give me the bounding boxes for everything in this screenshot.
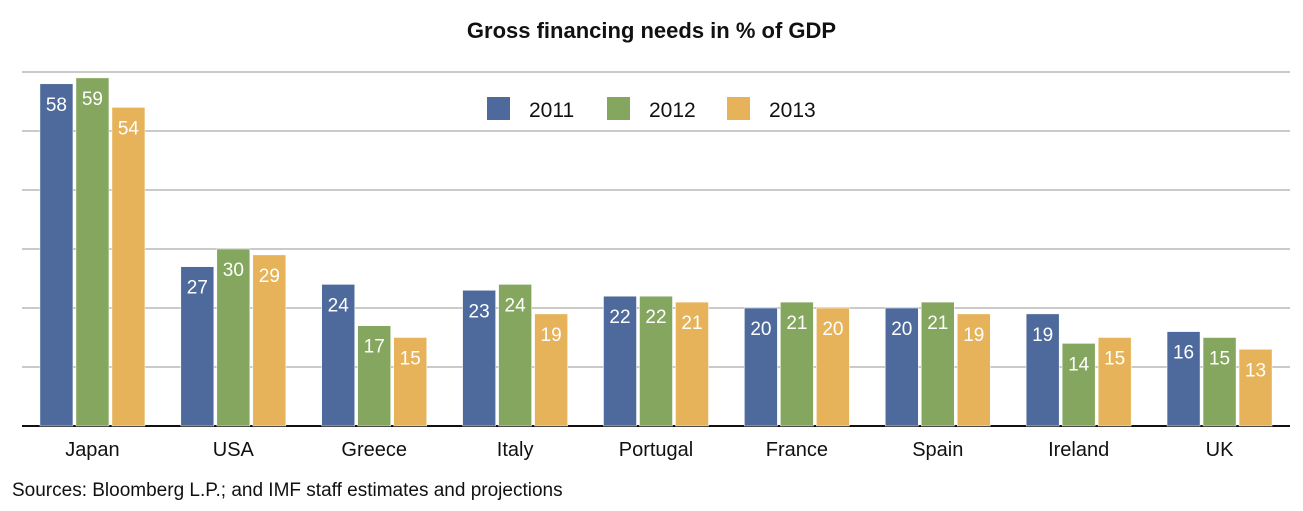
bar — [39, 83, 74, 427]
legend-label: 2013 — [769, 99, 816, 122]
bar-value-label: 19 — [963, 325, 984, 346]
category-label: Portugal — [619, 439, 694, 461]
bar — [1202, 337, 1237, 427]
category-label: Italy — [497, 439, 534, 461]
bar-value-label: 24 — [505, 295, 527, 316]
bar — [1061, 343, 1096, 427]
bar-value-label: 20 — [891, 319, 912, 340]
bar-value-label: 27 — [187, 278, 208, 299]
category-label: Greece — [341, 439, 407, 461]
bar — [639, 295, 673, 427]
legend-label: 2011 — [529, 99, 574, 122]
bar — [603, 295, 637, 427]
bar-value-label: 19 — [541, 325, 562, 346]
bars: 58 59 54 27 30 29 24 17 15 23 24 19 22 22 21 20 21 20 20 21… — [39, 77, 1273, 427]
bar — [393, 337, 427, 427]
category-label: UK — [1206, 439, 1234, 461]
bar — [1166, 331, 1201, 427]
bar-value-label: 59 — [82, 89, 103, 110]
bar — [1238, 349, 1273, 427]
category-label: Ireland — [1048, 439, 1109, 461]
bar — [357, 325, 391, 427]
bar-value-label: 29 — [259, 266, 280, 287]
legend: 2011 2012 2013 — [487, 97, 816, 122]
bar — [75, 77, 110, 427]
bar-value-label: 21 — [786, 313, 807, 334]
bar — [921, 301, 955, 427]
category-label: USA — [213, 439, 255, 461]
bar-value-label: 20 — [750, 319, 771, 340]
category-label: Japan — [65, 439, 120, 461]
bar-value-label: 15 — [1104, 349, 1125, 370]
bar — [780, 301, 814, 427]
bar — [111, 107, 146, 427]
bar — [675, 301, 709, 427]
bar-value-label: 13 — [1245, 360, 1266, 381]
chart-title: Gross financing needs in % of GDP — [466, 18, 837, 43]
bar-value-label: 14 — [1068, 354, 1090, 375]
bar-value-label: 19 — [1032, 325, 1053, 346]
bar — [180, 266, 215, 427]
bar-value-label: 17 — [364, 337, 385, 358]
bar-value-label: 21 — [927, 313, 948, 334]
bar-value-label: 58 — [46, 95, 67, 116]
bar — [252, 254, 287, 427]
bar-value-label: 15 — [400, 349, 421, 370]
bar-value-label: 30 — [223, 260, 244, 281]
bar-value-label: 16 — [1173, 343, 1194, 364]
source-note: Sources: Bloomberg L.P.; and IMF staff e… — [12, 480, 563, 501]
bar — [1097, 337, 1132, 427]
category-label: France — [766, 439, 828, 461]
bar — [744, 307, 778, 427]
bar — [216, 248, 251, 427]
bar-value-label: 24 — [328, 295, 350, 316]
bar-value-label: 54 — [118, 118, 140, 139]
bar-value-label: 22 — [609, 307, 630, 328]
bar — [885, 307, 919, 427]
bar — [957, 313, 991, 427]
category-labels: Japan USA Greece Italy Portugal France Spain Ir… — [65, 439, 1234, 461]
bar — [534, 313, 568, 427]
legend-label: 2012 — [649, 99, 696, 122]
bar — [498, 284, 532, 427]
bar-value-label: 20 — [822, 319, 843, 340]
legend-swatch — [487, 97, 510, 120]
bar-value-label: 21 — [681, 313, 702, 334]
bar-value-label: 15 — [1209, 349, 1230, 370]
bar-chart: 58 59 54 27 30 29 24 17 15 23 24 19 22 22 21 20 21 20 20 21… — [22, 71, 1290, 461]
bar — [462, 290, 496, 427]
legend-swatch — [727, 97, 750, 120]
bar — [816, 307, 850, 427]
category-label: Spain — [912, 439, 963, 461]
bar — [1025, 313, 1060, 427]
bar-value-label: 22 — [645, 307, 666, 328]
legend-swatch — [607, 97, 630, 120]
bar — [321, 284, 355, 427]
bar-value-label: 23 — [469, 301, 490, 322]
